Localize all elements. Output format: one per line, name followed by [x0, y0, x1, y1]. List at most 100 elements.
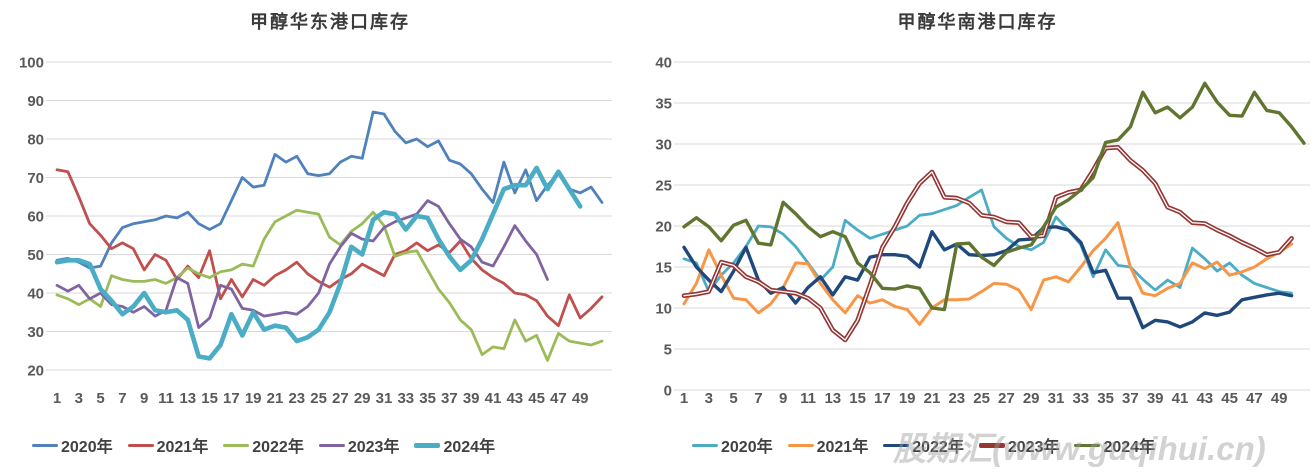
series-line-2022年 — [682, 225, 1294, 330]
x-axis-tick-label: 31 — [1048, 390, 1065, 407]
x-axis-tick-label: 21 — [924, 390, 941, 407]
series-line-2024年 — [682, 81, 1306, 312]
left-chart: 甲醇华东港口库存 20 30 40 50 60 70 80 90 100 1 3 5 7 9 11 13 15 1… — [0, 12, 660, 457]
x-axis-tick-label: 41 — [485, 390, 502, 407]
x-axis-tick-label: 39 — [463, 390, 480, 407]
legend-item-2024年: 2024年 — [414, 433, 495, 457]
x-axis-tick-label: 35 — [419, 390, 436, 407]
x-axis-tick-label: 45 — [1221, 390, 1238, 407]
x-axis-tick-label: 25 — [973, 390, 990, 407]
legend-swatch-2023年 — [978, 442, 1005, 448]
x-axis-tick-label: 5 — [729, 390, 737, 407]
y-axis-tick-label: 90 — [27, 93, 44, 110]
x-axis-tick-label: 49 — [1271, 390, 1288, 407]
x-axis-tick-label: 15 — [201, 390, 218, 407]
y-axis-tick-label: 40 — [27, 286, 44, 303]
x-axis-tick-label: 27 — [998, 390, 1015, 407]
legend-label: 2021年 — [816, 439, 869, 456]
legend-swatch-2022年 — [883, 443, 910, 447]
legend-item-2020年: 2020年 — [692, 433, 773, 457]
legend-item-2020年: 2020年 — [32, 433, 113, 457]
right-chart-legend: 2020年 2021年 2022年 2023年 2024年 — [640, 433, 1315, 457]
x-axis-tick-label: 17 — [223, 390, 240, 407]
legend-swatch-2022年 — [223, 443, 250, 447]
right-chart-title: 甲醇华南港口库存 — [897, 12, 1058, 32]
series-line-2023年 — [55, 199, 549, 330]
right-chart: 甲醇华南港口库存 0 5 10 15 20 25 30 35 40 1 3 5 7 9 11 13 15 17 19… — [640, 0, 1315, 473]
y-axis-tick-label: 25 — [655, 178, 672, 195]
y-axis-tick-label: 5 — [664, 342, 672, 359]
series-line-2023年 — [681, 145, 1294, 343]
x-axis-tick-label: 15 — [849, 390, 866, 407]
y-axis-tick-label: 0 — [664, 383, 672, 400]
y-axis-tick-label: 40 — [655, 55, 672, 72]
x-axis-tick-label: 33 — [1072, 390, 1089, 407]
x-axis-tick-label: 35 — [1097, 390, 1114, 407]
x-axis-tick-label: 11 — [158, 390, 174, 407]
x-axis-tick-label: 37 — [1122, 390, 1139, 407]
legend-swatch-2024年 — [414, 442, 441, 448]
legend-label: 2020年 — [61, 439, 113, 456]
x-axis-tick-label: 9 — [140, 390, 148, 407]
y-axis-tick-label: 30 — [27, 324, 44, 341]
x-axis-tick-label: 37 — [441, 390, 458, 407]
legend-swatch-2021年 — [787, 443, 814, 447]
y-axis-tick-label: 30 — [655, 137, 672, 154]
legend-label: 2023年 — [1007, 439, 1060, 456]
y-axis-tick-label: 20 — [27, 363, 44, 380]
x-axis-tick-label: 13 — [824, 390, 841, 407]
x-axis-tick-label: 9 — [779, 390, 787, 407]
x-axis-tick-label: 29 — [354, 390, 371, 407]
x-axis-tick-label: 23 — [948, 390, 965, 407]
y-axis-tick-label: 80 — [27, 132, 44, 149]
legend-swatch-2020年 — [32, 443, 58, 447]
x-axis-tick-label: 1 — [53, 390, 61, 407]
series-line-2024年 — [54, 165, 583, 361]
x-axis-tick-label: 33 — [397, 390, 414, 407]
x-axis-tick-label: 47 — [550, 390, 567, 407]
legend-item-2023年: 2023年 — [978, 433, 1060, 457]
x-axis-tick-label: 31 — [376, 390, 393, 407]
x-axis-tick-label: 49 — [572, 390, 589, 407]
x-axis-tick-label: 19 — [899, 390, 916, 407]
legend-item-2023年: 2023年 — [318, 433, 400, 457]
x-axis-tick-label: 27 — [332, 390, 349, 407]
y-axis-tick-label: 15 — [655, 260, 672, 277]
x-axis-tick-label: 23 — [288, 390, 305, 407]
x-axis-tick-label: 39 — [1147, 390, 1164, 407]
x-axis-tick-label: 25 — [310, 390, 327, 407]
legend-swatch-2023年 — [318, 443, 345, 447]
x-axis-tick-label: 41 — [1172, 390, 1189, 407]
legend-item-2021年: 2021年 — [127, 433, 209, 457]
legend-label: 2020年 — [721, 439, 773, 456]
y-axis-tick-label: 70 — [27, 170, 44, 187]
series-line-2020年 — [55, 110, 604, 270]
series-line-2020年 — [682, 188, 1293, 295]
x-axis-tick-label: 3 — [75, 390, 83, 407]
legend-swatch-2020年 — [692, 443, 718, 447]
legend-item-2024年: 2024年 — [1074, 433, 1155, 457]
legend-label: 2021年 — [156, 439, 209, 456]
x-axis-tick-label: 17 — [874, 390, 891, 407]
left-chart-legend: 2020年 2021年 2022年 2023年 2024年 — [0, 433, 660, 457]
left-chart-title: 甲醇华东港口库存 — [250, 12, 410, 32]
x-axis-tick-label: 7 — [754, 390, 762, 407]
legend-swatch-2021年 — [127, 443, 154, 447]
x-axis-tick-label: 29 — [1023, 390, 1040, 407]
x-axis-tick-label: 43 — [506, 390, 523, 407]
legend-label: 2024年 — [443, 439, 496, 456]
x-axis-tick-label: 45 — [528, 390, 545, 407]
series-line-2021年 — [682, 221, 1294, 326]
legend-label: 2023年 — [347, 439, 400, 456]
legend-label: 2022年 — [252, 439, 304, 456]
y-axis-tick-label: 35 — [655, 96, 672, 113]
y-axis-tick-label: 20 — [655, 219, 672, 236]
x-axis-tick-label: 3 — [705, 390, 713, 407]
x-axis-tick-label: 7 — [118, 390, 126, 407]
series-line-2022年 — [55, 208, 604, 362]
legend-item-2022年: 2022年 — [223, 433, 304, 457]
x-axis-tick-label: 13 — [179, 390, 196, 407]
